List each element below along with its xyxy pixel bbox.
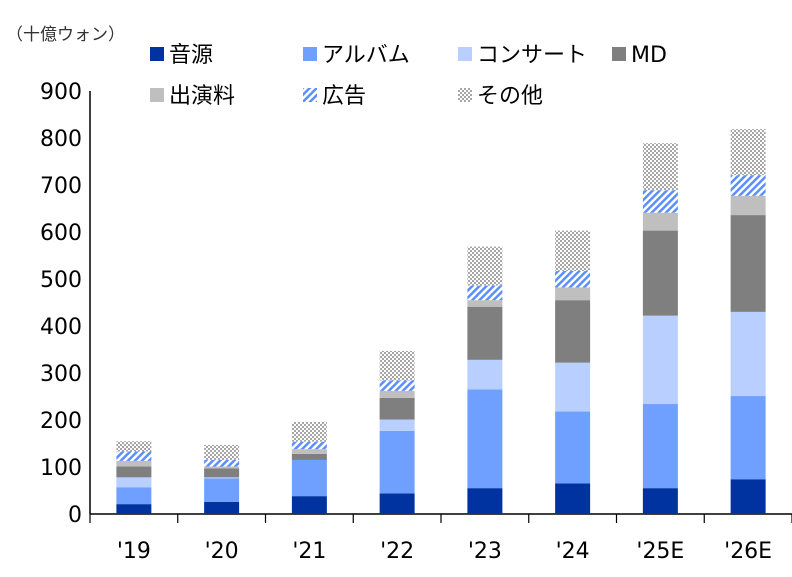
legend-label: アルバム [322, 43, 410, 68]
bar-segment [555, 300, 591, 363]
bar-segment [116, 451, 152, 461]
bar-segment [116, 460, 152, 467]
legend-label: 広告 [322, 84, 366, 109]
legend-label: 出演料 [169, 84, 235, 109]
bar-segment [555, 362, 591, 412]
legend-label: MD [631, 43, 667, 68]
legend-label: その他 [477, 84, 543, 109]
bar-segment [730, 129, 766, 176]
y-tick-label: 0 [68, 503, 82, 528]
unit-label: （十億ウォン） [6, 25, 125, 45]
x-tick-label: '24 [556, 539, 590, 564]
bar-segment [642, 230, 678, 316]
bar-segment [555, 271, 591, 288]
bar-segment [730, 195, 766, 216]
legend-swatch [303, 47, 317, 61]
bar-segment [379, 350, 415, 381]
bar-segment [379, 430, 415, 494]
bar-segment [116, 504, 152, 514]
bar-segment [555, 411, 591, 484]
bar-segment [642, 212, 678, 231]
bar-segment [291, 449, 327, 454]
bar-segment [467, 306, 503, 360]
bar-segment [116, 487, 152, 505]
y-tick-label: 200 [40, 409, 82, 434]
bar-segment [467, 246, 503, 286]
bar-segment [467, 389, 503, 489]
bar-segment [642, 404, 678, 489]
x-tick-label: '23 [468, 539, 502, 564]
x-tick-label: '26E [724, 539, 772, 564]
bar-segment [116, 441, 152, 452]
bar-segment [555, 483, 591, 514]
legend-label: 音源 [169, 43, 213, 68]
bar-segment [379, 380, 415, 391]
y-tick-label: 600 [40, 221, 82, 246]
bar-segment [291, 441, 327, 450]
bar-segment [730, 479, 766, 514]
bar-segment [204, 466, 240, 469]
bar-segment [555, 287, 591, 301]
bar-segment [204, 459, 240, 467]
y-tick-label: 900 [40, 80, 82, 105]
bar-segment [379, 397, 415, 420]
bar-segment [204, 444, 240, 460]
bar-segment [642, 143, 678, 191]
bar-segment [204, 478, 240, 502]
legend-swatch [612, 47, 626, 61]
bar-segment [642, 488, 678, 514]
bar-segment [379, 419, 415, 431]
bar-segment [116, 466, 152, 478]
y-tick-label: 500 [40, 268, 82, 293]
bar-segment [730, 215, 766, 312]
x-tick-label: '25E [636, 539, 684, 564]
x-tick-label: '19 [117, 539, 151, 564]
legend-swatch [458, 88, 472, 102]
legend-swatch [150, 47, 164, 61]
bar-segment [730, 396, 766, 480]
bar-segment [642, 315, 678, 405]
y-tick-label: 800 [40, 127, 82, 152]
bar-segment [291, 453, 327, 460]
bar-segment [204, 501, 240, 514]
legend-swatch [150, 88, 164, 102]
bar-segment [204, 477, 240, 479]
y-tick-label: 400 [40, 315, 82, 340]
bar-segment [467, 488, 503, 514]
bar-segment [730, 175, 766, 196]
x-tick-label: '20 [205, 539, 239, 564]
legend-swatch [303, 88, 317, 102]
x-tick-label: '22 [380, 539, 414, 564]
bar-segment [642, 190, 678, 213]
bar-segment [467, 300, 503, 307]
bar-segment [204, 468, 240, 478]
legend-label: コンサート [477, 43, 587, 68]
y-tick-label: 300 [40, 362, 82, 387]
bar-segment [730, 311, 766, 397]
bar-segment [116, 477, 152, 488]
x-tick-label: '21 [292, 539, 326, 564]
bar-segment [291, 496, 327, 514]
bar-segment [555, 230, 591, 272]
bar-segment [467, 285, 503, 301]
bar-segment [291, 421, 327, 442]
y-tick-label: 700 [40, 174, 82, 199]
bar-segment [467, 359, 503, 390]
y-tick-label: 100 [40, 456, 82, 481]
legend-swatch [458, 47, 472, 61]
bar-segment [291, 459, 327, 497]
bar-segment [379, 390, 415, 398]
bar-segment [379, 493, 415, 514]
